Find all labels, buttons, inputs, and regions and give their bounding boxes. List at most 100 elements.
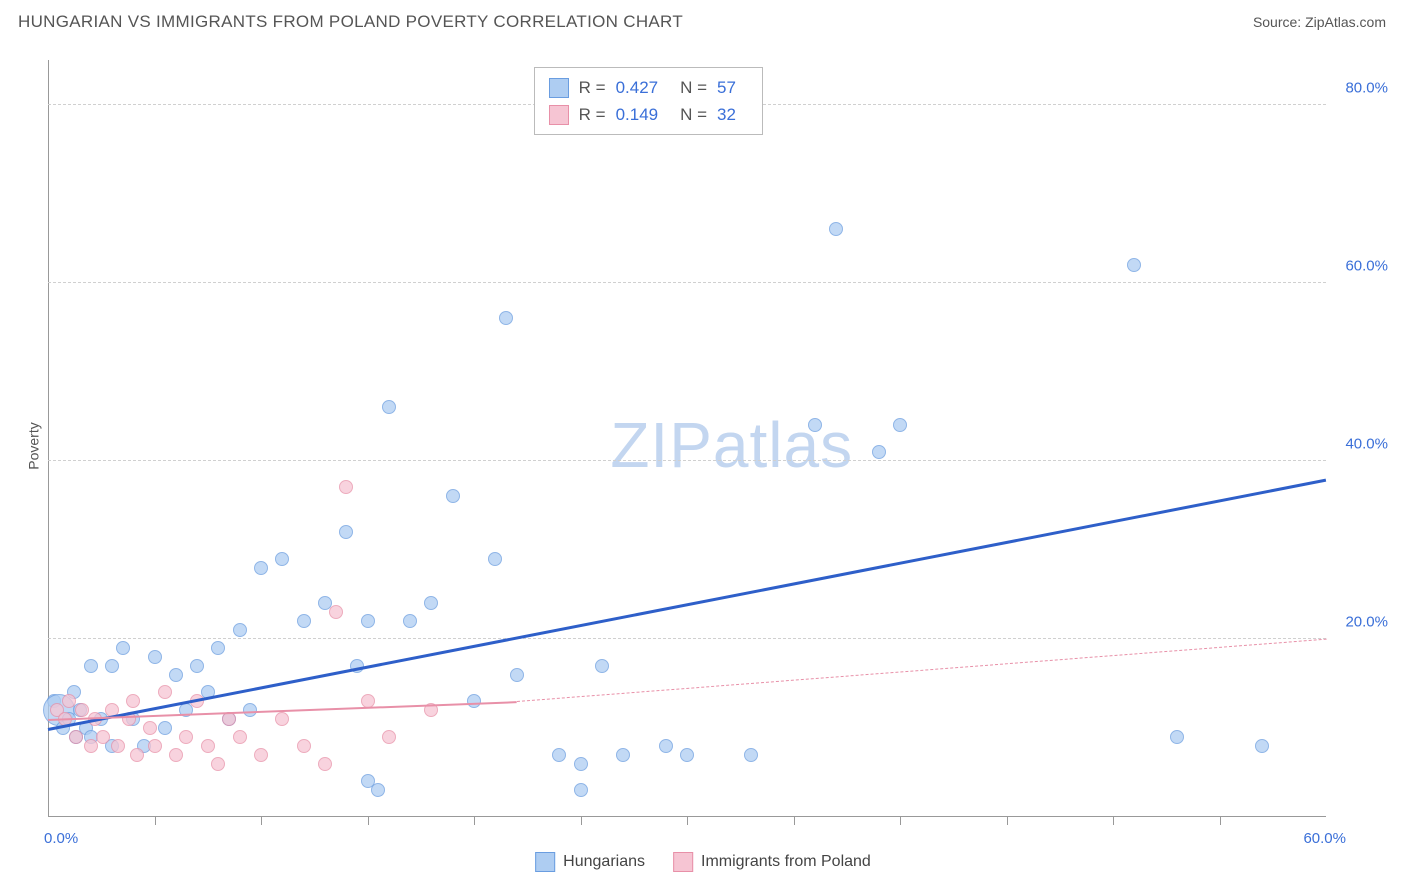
scatter-point — [446, 489, 460, 503]
x-tick — [368, 817, 369, 825]
gridline — [48, 638, 1326, 639]
scatter-point — [148, 739, 162, 753]
scatter-point — [201, 739, 215, 753]
scatter-point — [169, 668, 183, 682]
source-attribution: Source: ZipAtlas.com — [1253, 14, 1386, 30]
x-tick — [581, 817, 582, 825]
trend-line — [48, 479, 1327, 731]
x-tick — [1007, 817, 1008, 825]
y-tick-label: 40.0% — [1345, 435, 1388, 452]
scatter-point — [361, 614, 375, 628]
scatter-point — [893, 418, 907, 432]
legend-swatch — [535, 852, 555, 872]
scatter-point — [488, 552, 502, 566]
legend-item: Hungarians — [535, 852, 645, 872]
scatter-point — [382, 400, 396, 414]
x-tick — [261, 817, 262, 825]
scatter-point — [574, 757, 588, 771]
legend-swatch — [549, 105, 569, 125]
scatter-point — [510, 668, 524, 682]
n-value: 32 — [717, 101, 736, 128]
y-tick-label: 20.0% — [1345, 613, 1388, 630]
trend-line — [517, 639, 1326, 702]
scatter-point — [595, 659, 609, 673]
scatter-point — [808, 418, 822, 432]
scatter-point — [105, 659, 119, 673]
r-value: 0.427 — [616, 74, 659, 101]
scatter-point — [1127, 258, 1141, 272]
legend-label: Hungarians — [563, 853, 645, 871]
scatter-point — [158, 721, 172, 735]
r-value: 0.149 — [616, 101, 659, 128]
x-tick — [1220, 817, 1221, 825]
scatter-point — [680, 748, 694, 762]
scatter-point — [190, 659, 204, 673]
series-legend: Hungarians Immigrants from Poland — [535, 852, 871, 872]
scatter-point — [126, 694, 140, 708]
scatter-point — [148, 650, 162, 664]
n-value: 57 — [717, 74, 736, 101]
scatter-point — [111, 739, 125, 753]
x-axis-min-label: 0.0% — [44, 830, 78, 847]
scatter-point — [297, 614, 311, 628]
scatter-point — [233, 623, 247, 637]
scatter-point — [254, 748, 268, 762]
scatter-point — [179, 730, 193, 744]
scatter-point — [467, 694, 481, 708]
chart-title: HUNGARIAN VS IMMIGRANTS FROM POLAND POVE… — [18, 12, 683, 32]
scatter-point — [143, 721, 157, 735]
scatter-point — [371, 783, 385, 797]
scatter-point — [254, 561, 268, 575]
chart-plot-area: ZIPatlas 20.0%40.0%60.0%80.0% R =0.427N … — [48, 60, 1326, 817]
x-tick — [474, 817, 475, 825]
scatter-point — [339, 525, 353, 539]
scatter-point — [382, 730, 396, 744]
scatter-point — [403, 614, 417, 628]
scatter-point — [84, 659, 98, 673]
scatter-point — [158, 685, 172, 699]
scatter-point — [69, 730, 83, 744]
chart-header: HUNGARIAN VS IMMIGRANTS FROM POLAND POVE… — [0, 0, 1406, 40]
legend-item: Immigrants from Poland — [673, 852, 871, 872]
scatter-point — [1255, 739, 1269, 753]
scatter-point — [616, 748, 630, 762]
scatter-point — [275, 552, 289, 566]
scatter-point — [829, 222, 843, 236]
y-tick-label: 80.0% — [1345, 79, 1388, 96]
correlation-stats-legend: R = 0.427 N = 57R = 0.149 N = 32 — [534, 67, 763, 135]
n-label: N = — [680, 101, 707, 128]
legend-label: Immigrants from Poland — [701, 853, 871, 871]
scatter-point — [872, 445, 886, 459]
x-tick — [1113, 817, 1114, 825]
stats-legend-row: R = 0.149 N = 32 — [549, 101, 748, 128]
scatter-point — [297, 739, 311, 753]
scatter-point — [318, 757, 332, 771]
scatter-point — [96, 730, 110, 744]
x-tick — [687, 817, 688, 825]
x-tick — [794, 817, 795, 825]
scatter-point — [84, 739, 98, 753]
scatter-point — [116, 641, 130, 655]
stats-legend-row: R =0.427N =57 — [549, 74, 748, 101]
legend-swatch — [673, 852, 693, 872]
scatter-point — [169, 748, 183, 762]
scatter-point — [744, 748, 758, 762]
r-label: R = — [579, 101, 606, 128]
scatter-point — [424, 596, 438, 610]
gridline — [48, 282, 1326, 283]
gridline — [48, 460, 1326, 461]
y-tick-label: 60.0% — [1345, 257, 1388, 274]
scatter-point — [62, 694, 76, 708]
scatter-point — [211, 757, 225, 771]
scatter-point — [211, 641, 225, 655]
scatter-point — [75, 703, 89, 717]
scatter-point — [233, 730, 247, 744]
scatter-point — [339, 480, 353, 494]
x-axis-max-label: 60.0% — [1303, 830, 1346, 847]
scatter-point — [275, 712, 289, 726]
scatter-point — [659, 739, 673, 753]
scatter-point — [130, 748, 144, 762]
n-label: N = — [680, 74, 707, 101]
scatter-point — [329, 605, 343, 619]
scatter-point — [499, 311, 513, 325]
